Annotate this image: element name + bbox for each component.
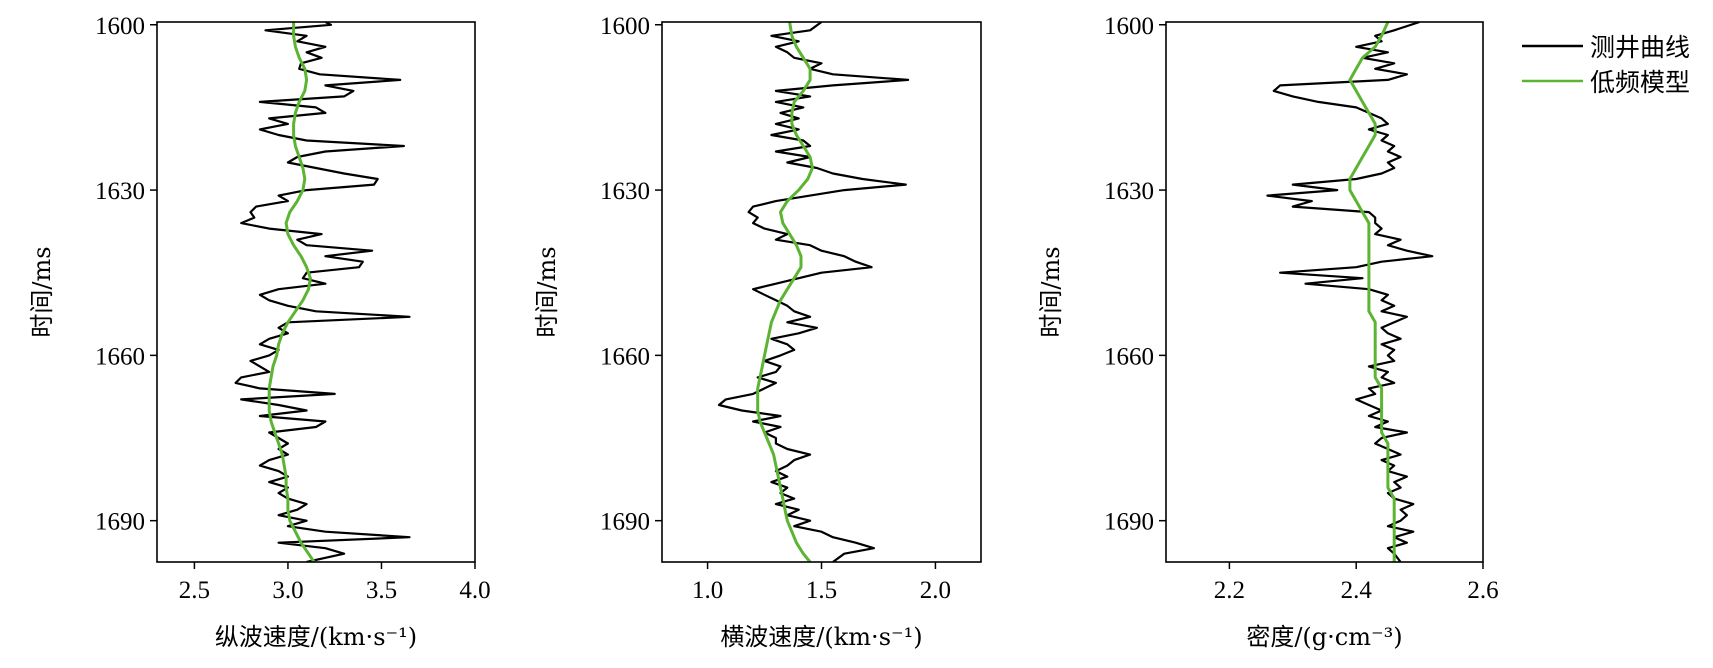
x-tick-label: 1.5 xyxy=(806,577,837,604)
chart-s-velocity: 1.0 1.5 2.0 1600 1630 1660 1690 横波速度/(km·s⁻¹) 时间… xyxy=(533,13,982,651)
series-line-well-log xyxy=(234,22,411,562)
plot-frame xyxy=(661,21,982,563)
y-tick-label: 1690 xyxy=(95,509,145,536)
y-axis-label: 时间/ms xyxy=(533,246,561,337)
legend: 测井曲线 低频模型 xyxy=(1522,33,1690,97)
x-tick-label: 2.5 xyxy=(179,577,210,604)
y-tick-label: 1660 xyxy=(1104,343,1154,370)
series-group xyxy=(717,22,910,562)
x-tick-label: 2.2 xyxy=(1214,577,1245,604)
series-line-low-freq-model xyxy=(1348,22,1396,562)
x-tick-label: 1.0 xyxy=(692,577,723,604)
series-line-well-log xyxy=(1266,22,1434,562)
plot-frame xyxy=(156,21,476,563)
y-tick-label: 1660 xyxy=(600,343,650,370)
y-tick-label: 1600 xyxy=(95,13,145,40)
y-tick-label: 1630 xyxy=(1104,178,1154,205)
series-line-low-freq-model xyxy=(267,22,316,562)
y-axis-label: 时间/ms xyxy=(1037,246,1065,337)
y-tick-label: 1690 xyxy=(600,509,650,536)
x-axis-label: 密度/(g·cm⁻³) xyxy=(1246,623,1402,651)
x-axis-label: 纵波速度/(km·s⁻¹) xyxy=(215,623,417,651)
series-line-well-log xyxy=(717,22,910,562)
x-tick-label: 3.0 xyxy=(272,577,303,604)
y-tick-label: 1630 xyxy=(95,178,145,205)
legend-label-well-log: 测井曲线 xyxy=(1590,33,1690,62)
y-axis-label: 时间/ms xyxy=(28,246,56,337)
y-tick-label: 1690 xyxy=(1104,509,1154,536)
x-tick-label: 2.6 xyxy=(1467,577,1498,604)
plot-frame xyxy=(1165,21,1484,563)
x-axis-label: 横波速度/(km·s⁻¹) xyxy=(720,623,922,651)
x-tick-label: 2.0 xyxy=(920,577,951,604)
legend-label-low-freq-model: 低频模型 xyxy=(1590,68,1690,97)
chart-density: 2.2 2.4 2.6 1600 1630 1660 1690 密度/(g·cm⁻³) 时间/m… xyxy=(1037,13,1499,651)
x-tick-label: 4.0 xyxy=(459,577,490,604)
y-tick-label: 1660 xyxy=(95,343,145,370)
chart-p-velocity: 2.5 3.0 3.5 4.0 1600 1630 1660 1690 纵波速度/(km·s⁻¹… xyxy=(28,13,491,651)
series-line-low-freq-model xyxy=(756,22,814,562)
y-tick-label: 1630 xyxy=(600,178,650,205)
x-tick-label: 2.4 xyxy=(1341,577,1373,604)
y-tick-label: 1600 xyxy=(1104,13,1154,40)
series-group xyxy=(234,22,411,562)
series-group xyxy=(1266,22,1434,562)
x-tick-label: 3.5 xyxy=(366,577,397,604)
y-tick-label: 1600 xyxy=(600,13,650,40)
